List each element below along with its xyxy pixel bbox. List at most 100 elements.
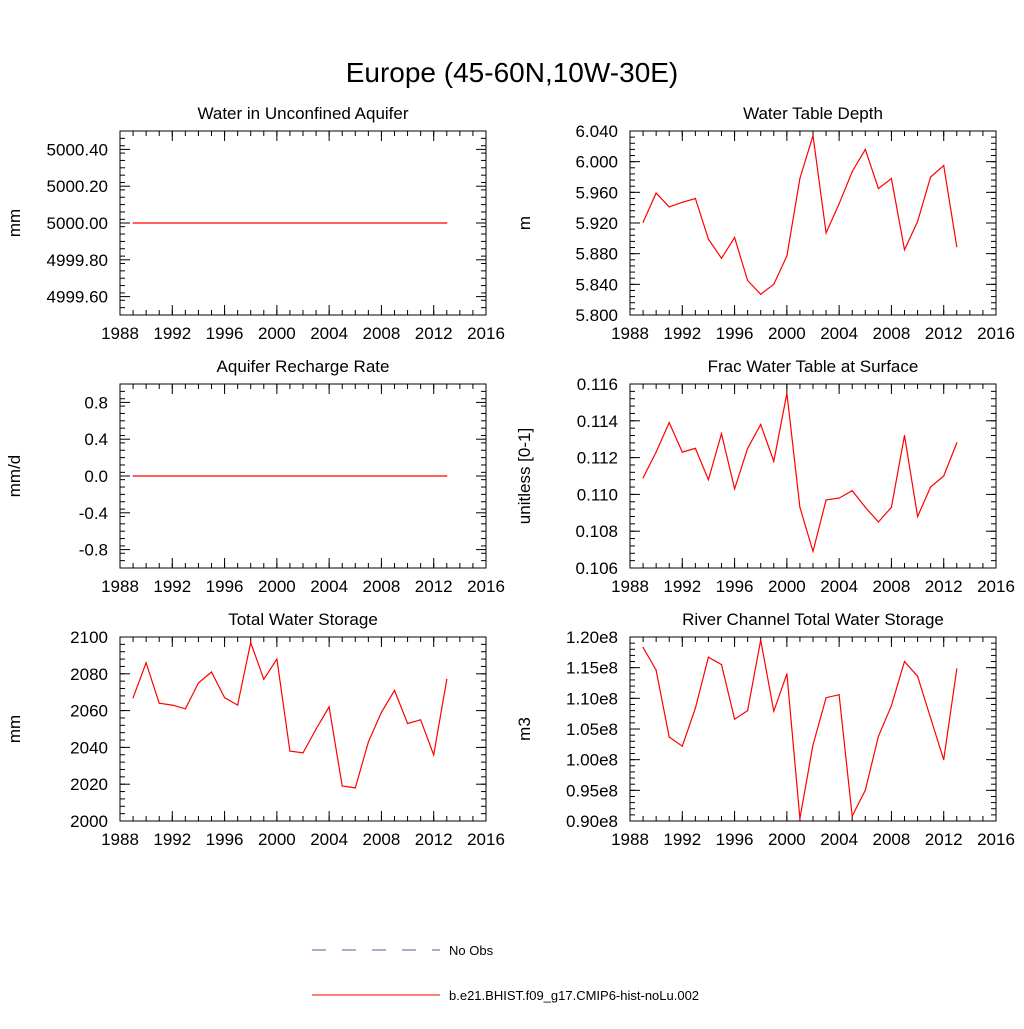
x-tick-label: 1988: [611, 830, 649, 849]
data-point: [354, 787, 356, 789]
data-point: [799, 177, 801, 180]
panel-water-table-depth: Water Table Depth m 1988 1992 1996 2000 2004 20…: [515, 104, 1015, 343]
data-point: [433, 475, 435, 477]
x-tick-label: 2000: [768, 830, 806, 849]
panel-frac-water-table-at-surface: Frac Water Table at Surface unitless [0-1…: [515, 357, 1015, 596]
y-tick-label: 2020: [70, 775, 108, 794]
x-tick-label: 2016: [467, 577, 505, 596]
y-tick-label: 0.95e8: [566, 781, 618, 800]
data-point: [642, 646, 644, 649]
y-axis-label: unitless [0-1]: [515, 428, 534, 524]
data-point: [393, 475, 396, 477]
data-point: [302, 475, 304, 477]
data-point: [210, 671, 213, 673]
data-point: [956, 246, 958, 248]
y-tick-label: 0.110: [577, 485, 618, 504]
data-point: [747, 279, 749, 282]
data-point: [720, 433, 723, 435]
data-point: [733, 718, 736, 720]
data-point: [250, 222, 252, 224]
data-point: [825, 697, 827, 699]
data-point: [773, 460, 775, 462]
y-tick-label: 2100: [70, 628, 108, 647]
data-point: [210, 222, 213, 224]
data-point: [171, 475, 173, 477]
data-point: [184, 222, 186, 224]
data-point: [145, 475, 147, 477]
data-point: [446, 222, 448, 224]
y-tick-label: 6.000: [575, 153, 618, 172]
data-point: [838, 497, 840, 499]
data-point: [420, 719, 422, 721]
data-point: [877, 187, 879, 190]
x-tick-label: 2008: [873, 830, 911, 849]
data-point: [197, 222, 200, 224]
data-point: [903, 249, 906, 251]
data-point: [681, 201, 683, 203]
y-tick-label: 0.116: [577, 375, 618, 394]
data-point: [747, 710, 749, 712]
data-point: [707, 656, 710, 658]
x-tick-label: 1996: [716, 577, 754, 596]
data-point: [956, 668, 958, 670]
data-point: [223, 475, 226, 477]
data-point: [786, 392, 788, 394]
data-point: [276, 222, 278, 224]
x-tick-label: 2000: [258, 577, 296, 596]
data-point: [145, 662, 147, 664]
data-point: [838, 203, 840, 205]
data-point: [289, 750, 291, 752]
y-tick-label: 0.108: [575, 522, 618, 541]
x-tick-label: 1992: [153, 324, 191, 343]
data-point: [315, 475, 317, 477]
data-point: [812, 550, 814, 553]
panel-title: River Channel Total Water Storage: [682, 610, 944, 629]
data-point: [851, 815, 853, 817]
data-point: [276, 658, 278, 660]
data-point: [197, 475, 200, 477]
x-tick-label: 2012: [925, 324, 963, 343]
data-point: [315, 728, 317, 730]
data-point: [380, 222, 383, 224]
data-point: [132, 222, 134, 224]
data-point: [433, 222, 435, 224]
data-point: [681, 451, 683, 453]
panel-title: Aquifer Recharge Rate: [217, 357, 390, 376]
x-tick-label: 2016: [467, 324, 505, 343]
plot-frame: [629, 636, 997, 822]
data-point: [930, 176, 932, 178]
data-point: [158, 475, 160, 477]
plot-frame: [119, 383, 487, 569]
data-point: [263, 222, 265, 224]
legend-label-model: b.e21.BHIST.f09_g17.CMIP6-hist-noLu.002: [449, 988, 699, 1003]
x-tick-label: 2000: [258, 830, 296, 849]
data-point: [446, 678, 448, 680]
y-axis-label: mm/d: [5, 455, 24, 498]
data-point: [707, 238, 710, 240]
data-point: [694, 707, 696, 709]
x-tick-label: 2012: [415, 830, 453, 849]
data-point: [668, 736, 670, 738]
x-tick-label: 1996: [206, 577, 244, 596]
y-axis-label: m: [515, 216, 534, 230]
y-tick-label: 0.112: [577, 449, 618, 468]
data-point: [328, 706, 330, 708]
x-tick-label: 2016: [977, 830, 1015, 849]
data-point: [799, 506, 801, 508]
y-tick-label: 4999.60: [47, 288, 108, 307]
plot-frame: [629, 383, 997, 569]
data-point: [341, 785, 343, 787]
y-tick-label: 5000.20: [47, 177, 108, 196]
x-tick-label: 2004: [820, 577, 858, 596]
y-tick-label: 2060: [70, 702, 108, 721]
data-point: [197, 682, 200, 684]
data-point: [720, 257, 723, 259]
y-tick-label: 6.040: [575, 122, 618, 141]
data-point: [328, 222, 330, 224]
x-tick-label: 1988: [611, 577, 649, 596]
data-point: [250, 641, 252, 644]
data-point: [916, 220, 919, 223]
y-tick-label: 0.8: [84, 393, 108, 412]
